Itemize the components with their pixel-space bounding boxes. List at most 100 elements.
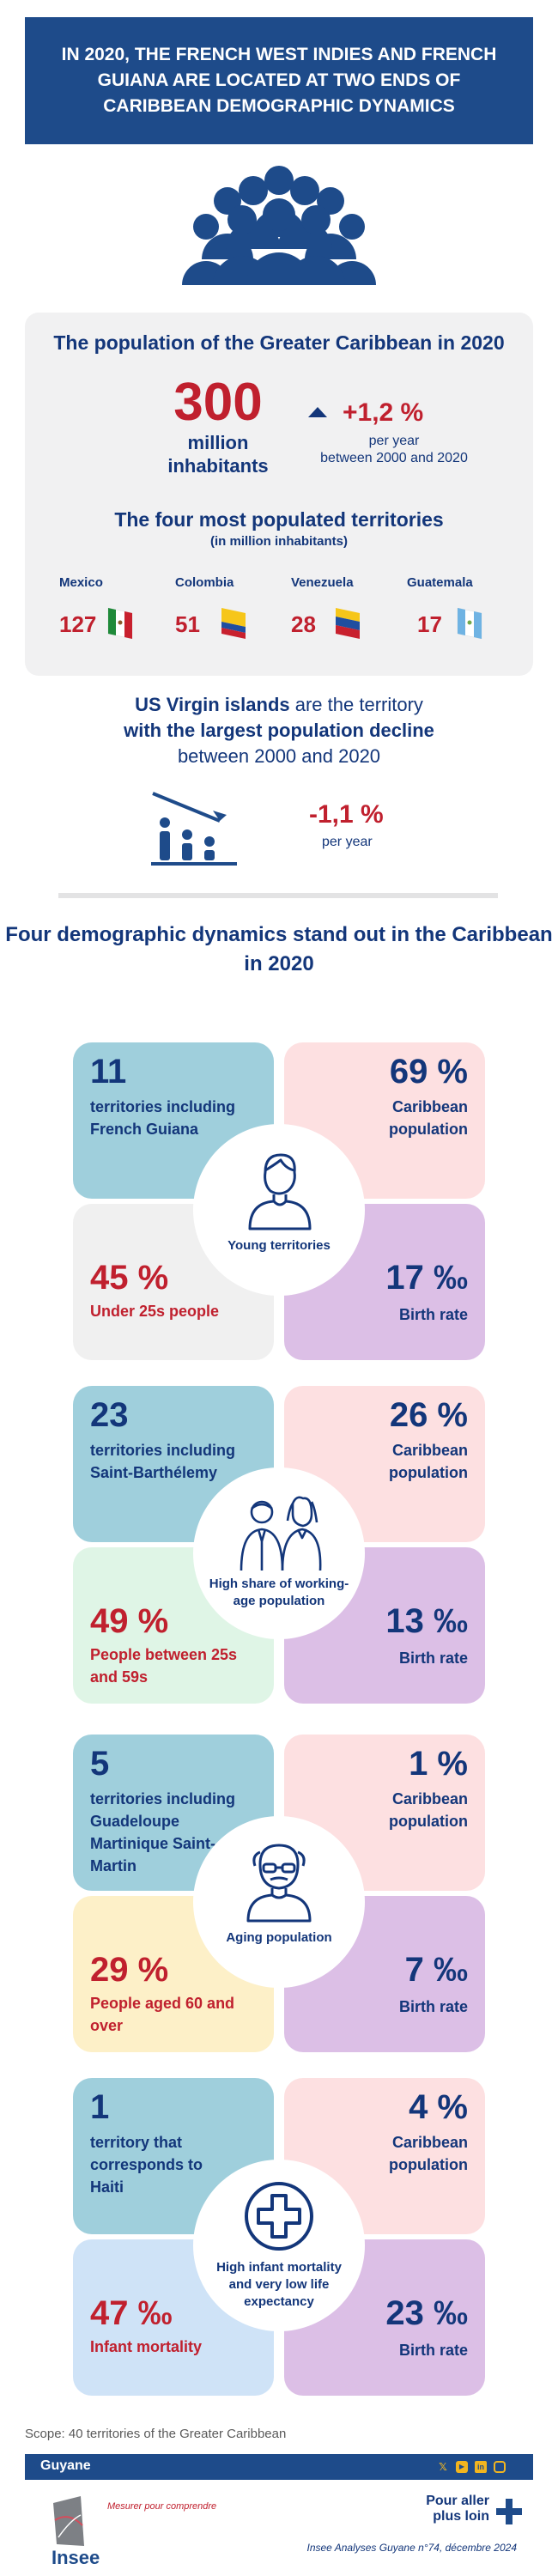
- population-share: 26 %: [389, 1396, 468, 1434]
- population-group-icon: [182, 166, 376, 285]
- birth-rate: 23 ‰: [385, 2294, 468, 2332]
- birth-rate-text: Birth rate: [398, 2342, 468, 2359]
- learn-more-line-1: Pour aller: [426, 2494, 489, 2508]
- dynamic-high-infant-mortality: 1 territory that corresponds to Haiti 4 …: [73, 2078, 485, 2396]
- dynamics-title: Four demographic dynamics stand out in t…: [5, 923, 553, 975]
- linkedin-icon[interactable]: in: [475, 2461, 487, 2473]
- territory-count-text: territories including Guadeloupe Martini…: [90, 1790, 236, 1874]
- birth-rate: 13 ‰: [385, 1602, 468, 1640]
- population-share: 4 %: [409, 2088, 468, 2126]
- territory-count-text: territories including Saint-Barthélemy: [90, 1442, 236, 1481]
- population-unit-2: inhabitants: [167, 455, 269, 477]
- colombia-flag-icon: [221, 608, 246, 639]
- decline-value: -1,1 %: [309, 800, 384, 829]
- population-share: 69 %: [389, 1053, 468, 1091]
- dynamic-label-circle: Aging population: [193, 1816, 365, 1988]
- section-divider: [58, 893, 498, 898]
- top-territories-title: The four most populated territories: [114, 508, 444, 531]
- birth-rate-text: Birth rate: [398, 1306, 468, 1323]
- dynamic-label-circle: High infant mortality and very low life …: [193, 2160, 365, 2331]
- population-share-text: Caribbean population: [389, 1442, 468, 1481]
- key-stat: 49 %: [90, 1602, 169, 1640]
- key-stat-text: Infant mortality: [90, 2338, 203, 2355]
- country-value: 127: [59, 611, 97, 637]
- population-share-text: Caribbean population: [389, 1098, 468, 1138]
- decline-statement: US Virgin islands are the territory with…: [0, 692, 558, 769]
- top-territories-subtitle: (in million inhabitants): [210, 534, 348, 549]
- dynamic-working-age: 23 territories including Saint-Barthélem…: [73, 1386, 485, 1704]
- territory-count-tile: 11 territories including French Guiana: [73, 1042, 274, 1199]
- country-mexico: Mexico 127: [59, 575, 162, 640]
- insee-tagline: Mesurer pour comprendre: [107, 2501, 217, 2512]
- territory-count-tile: 5 territories including Guadeloupe Marti…: [73, 1735, 274, 1891]
- source-citation: Insee Analyses Guyane n°74, décembre 202…: [306, 2542, 517, 2554]
- decline-line-3: between 2000 and 2020: [177, 745, 381, 767]
- key-stat: 29 %: [90, 1951, 169, 1989]
- dynamic-label: High share of working-age population: [209, 1577, 349, 1608]
- country-venezuela: Venezuela 28: [291, 575, 394, 639]
- dynamic-label-circle: High share of working-age population: [193, 1467, 365, 1639]
- top-territories-list: Mexico 127 Colombia 51 Venezuela 28: [59, 575, 514, 653]
- key-stat: 45 %: [90, 1259, 169, 1297]
- population-title: The population of the Greater Caribbean …: [53, 331, 505, 354]
- birth-rate: 7 ‰: [404, 1951, 468, 1989]
- population-share: 1 %: [409, 1745, 468, 1783]
- region-label: Guyane: [40, 2458, 91, 2473]
- country-value: 28: [291, 611, 316, 637]
- population-share-text: Caribbean population: [389, 1790, 468, 1830]
- population-summary-card: The population of the Greater Caribbean …: [25, 313, 533, 676]
- dynamic-label: High infant mortality and very low life …: [216, 2260, 342, 2309]
- mexico-flag-icon: [107, 607, 133, 640]
- x-social-icon[interactable]: 𝕏: [439, 2461, 447, 2473]
- dynamic-label-circle: Young territories: [193, 1124, 365, 1296]
- plus-icon[interactable]: [496, 2499, 522, 2524]
- declining-population-icon: [151, 792, 237, 866]
- decline-line-1: US Virgin islands are the territory: [0, 692, 558, 718]
- key-stat-text: Under 25s people: [90, 1303, 220, 1320]
- learn-more-link[interactable]: Pour aller plus loin: [412, 2494, 489, 2524]
- population-share-text: Caribbean population: [389, 2134, 468, 2173]
- territory-count: 5: [90, 1745, 110, 1783]
- country-colombia: Colombia 51: [175, 575, 278, 639]
- learn-more-line-2: plus loin: [433, 2509, 489, 2524]
- birth-rate: 17 ‰: [385, 1259, 468, 1297]
- venezuela-flag-icon: [336, 608, 360, 639]
- young-person-icon: [248, 1153, 312, 1230]
- working-adults-icon: [240, 1496, 322, 1571]
- instagram-icon[interactable]: [494, 2461, 506, 2473]
- growth-caption-2: between 2000 and 2020: [320, 451, 468, 465]
- insee-logo-text: Insee: [52, 2547, 100, 2568]
- triangle-up-icon: [308, 407, 327, 417]
- country-name: Guatemala: [407, 575, 473, 590]
- territory-count-text: territory that corresponds to Haiti: [90, 2134, 203, 2196]
- growth-value: +1,2 %: [343, 398, 424, 427]
- territory-count: 11: [90, 1053, 127, 1091]
- decline-line-1-rest: are the territory: [289, 694, 423, 715]
- country-name: Mexico: [59, 575, 103, 590]
- country-value: 51: [175, 611, 200, 637]
- growth-caption: per year between 2000 and 2020: [308, 433, 480, 467]
- growth-caption-1: per year: [368, 434, 420, 448]
- territory-count-text: territories including French Guiana: [90, 1098, 236, 1138]
- scope-note: Scope: 40 territories of the Greater Car…: [25, 2427, 287, 2441]
- dynamic-young-territories: 11 territories including French Guiana 6…: [73, 1042, 485, 1360]
- country-value: 17: [417, 611, 442, 637]
- key-stat: 47 ‰: [90, 2294, 173, 2332]
- country-name: Venezuela: [291, 575, 354, 590]
- country-guatemala: Guatemala 17: [407, 575, 510, 640]
- key-stat-text: People between 25s and 59s: [90, 1646, 238, 1686]
- medical-cross-icon: [245, 2182, 313, 2251]
- decline-line-2: with the largest population decline: [124, 720, 434, 741]
- population-unit-1: million: [187, 432, 249, 453]
- dynamic-aging: 5 territories including Guadeloupe Marti…: [73, 1735, 485, 2052]
- elderly-person-icon: [246, 1844, 312, 1923]
- population-value: 300: [173, 373, 263, 432]
- birth-rate-text: Birth rate: [398, 1998, 468, 2015]
- youtube-icon[interactable]: ▶: [456, 2461, 468, 2473]
- population-total: 300 million inhabitants: [128, 374, 308, 477]
- insee-logo-icon: [53, 2496, 84, 2546]
- country-name: Colombia: [175, 575, 234, 590]
- territory-count: 1: [90, 2088, 110, 2126]
- decline-caption: per year: [322, 835, 373, 849]
- birth-rate-text: Birth rate: [398, 1649, 468, 1667]
